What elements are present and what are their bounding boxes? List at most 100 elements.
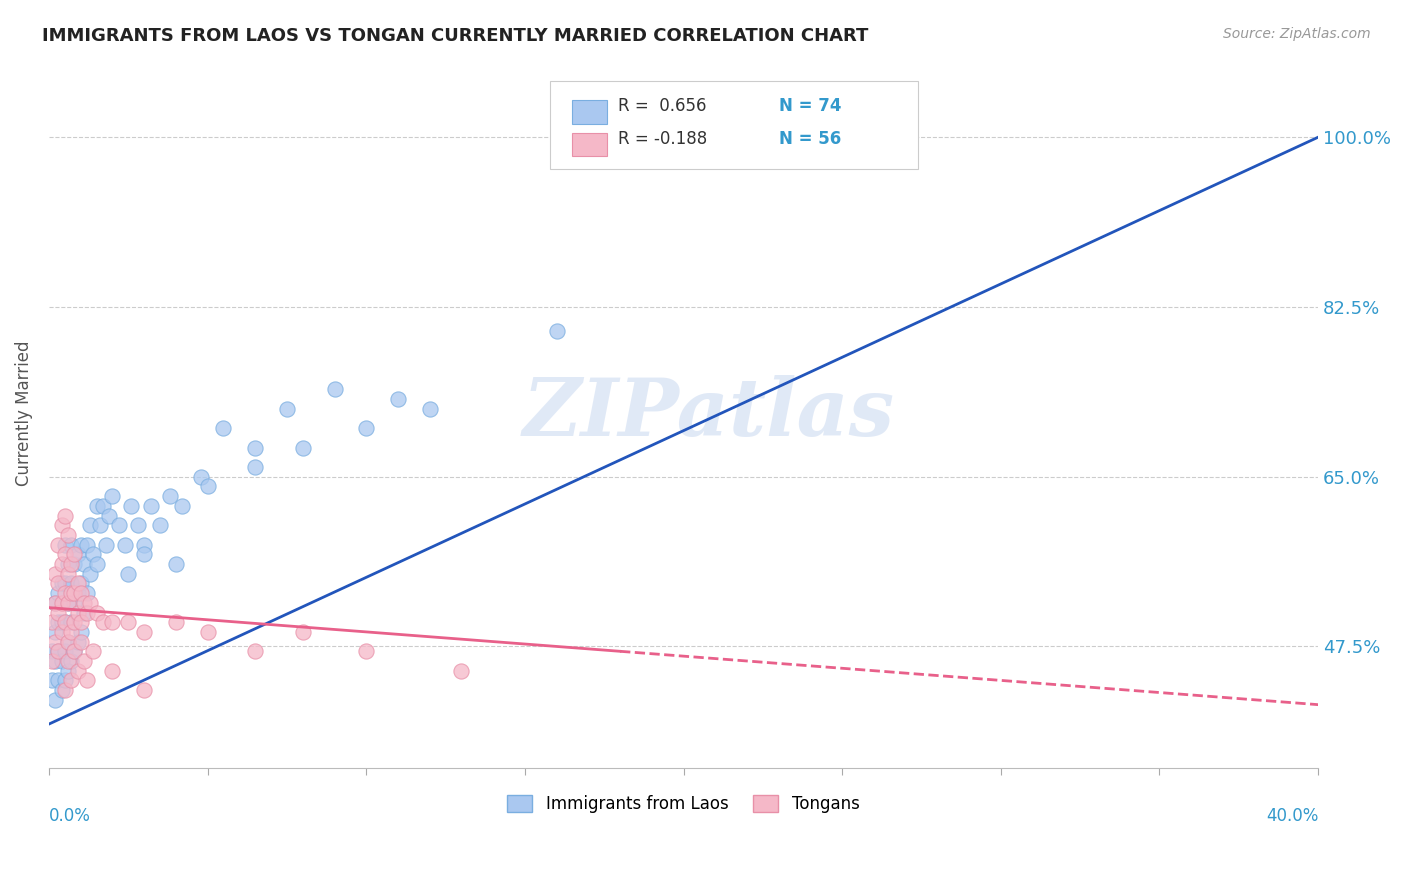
- Point: [48, 576, 70, 591]
- Point: [91, 499, 114, 513]
- Y-axis label: Currently Married: Currently Married: [15, 341, 32, 486]
- Point: [51, 557, 73, 571]
- Point: [41, 615, 63, 630]
- Point: [114, 538, 136, 552]
- Point: [212, 421, 235, 435]
- Point: [73, 596, 96, 610]
- Point: [86, 557, 108, 571]
- Text: IMMIGRANTS FROM LAOS VS TONGAN CURRENTLY MARRIED CORRELATION CHART: IMMIGRANTS FROM LAOS VS TONGAN CURRENTLY…: [42, 27, 869, 45]
- Text: R =  0.656: R = 0.656: [617, 97, 706, 115]
- Point: [60, 615, 83, 630]
- Point: [76, 586, 98, 600]
- Point: [56, 566, 79, 581]
- Point: [60, 538, 83, 552]
- Point: [51, 624, 73, 639]
- Text: N = 74: N = 74: [779, 97, 841, 115]
- Text: Source: ZipAtlas.com: Source: ZipAtlas.com: [1223, 27, 1371, 41]
- Point: [66, 664, 89, 678]
- Point: [44, 634, 66, 648]
- Point: [53, 547, 76, 561]
- Point: [63, 586, 86, 600]
- Point: [197, 624, 219, 639]
- Text: R = -0.188: R = -0.188: [617, 129, 707, 148]
- Point: [69, 538, 91, 552]
- Point: [63, 557, 86, 571]
- Point: [60, 576, 83, 591]
- Point: [66, 576, 89, 591]
- Point: [48, 538, 70, 552]
- Text: ZIPatlas: ZIPatlas: [523, 375, 896, 452]
- Point: [149, 518, 172, 533]
- Point: [101, 664, 124, 678]
- Point: [101, 615, 124, 630]
- Point: [51, 518, 73, 533]
- Point: [117, 566, 139, 581]
- Point: [53, 673, 76, 688]
- Point: [56, 528, 79, 542]
- Point: [48, 606, 70, 620]
- Point: [165, 557, 187, 571]
- Point: [44, 693, 66, 707]
- Point: [44, 624, 66, 639]
- Point: [121, 499, 143, 513]
- Point: [73, 557, 96, 571]
- Legend: Immigrants from Laos, Tongans: Immigrants from Laos, Tongans: [501, 788, 866, 820]
- Bar: [572, 101, 607, 124]
- Point: [134, 624, 156, 639]
- Point: [546, 324, 568, 338]
- Point: [53, 615, 76, 630]
- Point: [276, 401, 298, 416]
- Point: [48, 673, 70, 688]
- Point: [53, 586, 76, 600]
- Point: [245, 460, 267, 475]
- Point: [82, 644, 104, 658]
- Point: [60, 586, 83, 600]
- Point: [53, 644, 76, 658]
- Point: [63, 547, 86, 561]
- Point: [69, 586, 91, 600]
- Point: [82, 547, 104, 561]
- Point: [134, 538, 156, 552]
- Point: [56, 664, 79, 678]
- Point: [48, 615, 70, 630]
- Point: [56, 654, 79, 668]
- Point: [86, 606, 108, 620]
- Bar: [572, 133, 607, 156]
- Point: [66, 547, 89, 561]
- Point: [44, 566, 66, 581]
- Point: [91, 615, 114, 630]
- Point: [76, 673, 98, 688]
- Point: [56, 596, 79, 610]
- Point: [60, 654, 83, 668]
- Point: [53, 576, 76, 591]
- Point: [48, 586, 70, 600]
- Point: [139, 499, 162, 513]
- Point: [56, 557, 79, 571]
- Point: [44, 596, 66, 610]
- Point: [450, 664, 472, 678]
- Point: [291, 624, 314, 639]
- Point: [356, 421, 378, 435]
- Point: [127, 518, 149, 533]
- Point: [356, 644, 378, 658]
- Point: [69, 615, 91, 630]
- Point: [76, 606, 98, 620]
- Point: [165, 615, 187, 630]
- Point: [53, 508, 76, 523]
- Point: [53, 683, 76, 698]
- Point: [51, 596, 73, 610]
- Point: [69, 624, 91, 639]
- Point: [63, 615, 86, 630]
- Point: [60, 624, 83, 639]
- Point: [89, 518, 111, 533]
- Point: [51, 615, 73, 630]
- Point: [60, 673, 83, 688]
- Point: [134, 547, 156, 561]
- FancyBboxPatch shape: [550, 81, 918, 169]
- Point: [73, 606, 96, 620]
- Point: [98, 508, 121, 523]
- Point: [41, 654, 63, 668]
- Point: [245, 441, 267, 455]
- Point: [69, 576, 91, 591]
- Point: [73, 654, 96, 668]
